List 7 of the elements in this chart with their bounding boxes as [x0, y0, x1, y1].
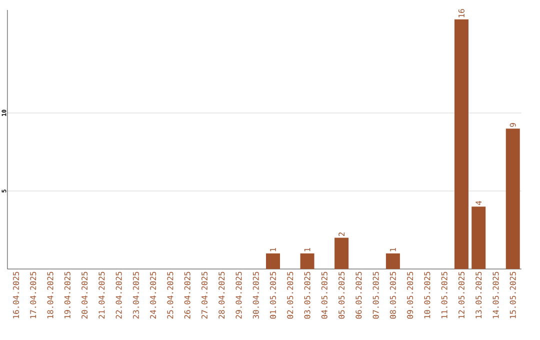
bar — [454, 19, 468, 269]
bar — [334, 238, 349, 269]
bar — [300, 253, 314, 269]
bar — [386, 253, 400, 269]
bar — [472, 206, 486, 269]
bar — [506, 128, 520, 269]
bar — [266, 253, 280, 269]
